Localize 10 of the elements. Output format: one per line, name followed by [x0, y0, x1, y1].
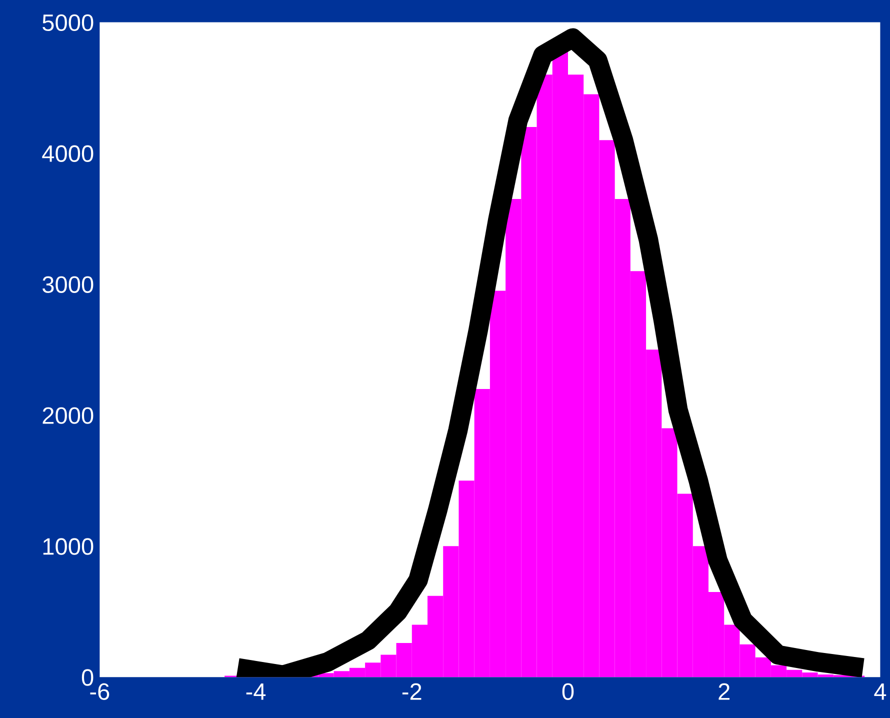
- x-tick-label: 4: [874, 683, 886, 700]
- y-tick-label: 3000: [42, 276, 94, 293]
- y-tick-label: 2000: [42, 407, 94, 424]
- x-tick-label: -2: [402, 683, 422, 700]
- y-tick-label: 5000: [42, 14, 94, 32]
- x-tick-label: 2: [718, 683, 730, 700]
- y-tick-label: 1000: [43, 538, 94, 555]
- x-tick-label: 0: [562, 683, 574, 700]
- x-tick-label: -4: [246, 683, 266, 700]
- y-tick-label: 4000: [42, 145, 94, 162]
